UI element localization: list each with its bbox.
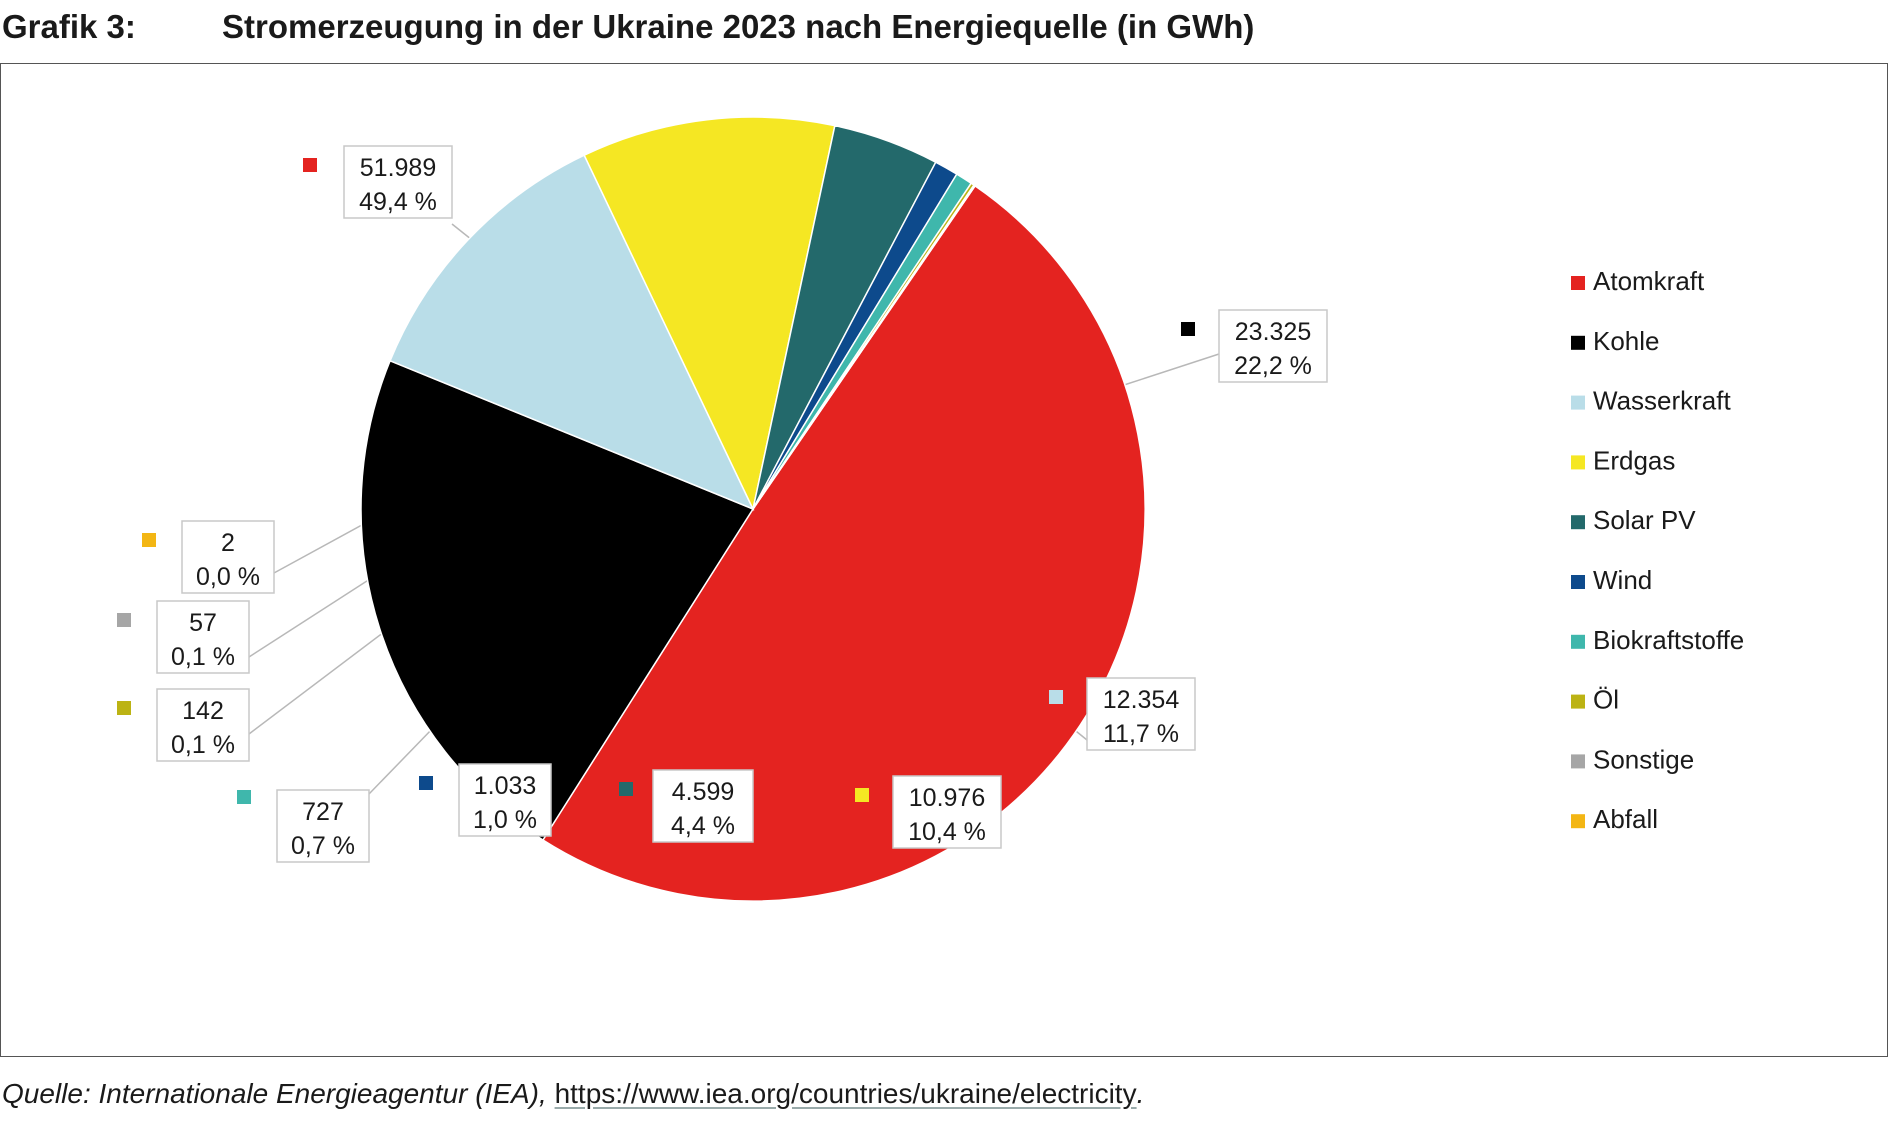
data-label-value: 57 [189, 609, 217, 637]
legend-swatch [1571, 694, 1585, 709]
data-label-percent: 0,0 % [196, 563, 260, 591]
legend-swatch [1571, 575, 1585, 589]
pie-slices [360, 116, 1146, 902]
data-label-value: 12.354 [1103, 686, 1180, 714]
data-label-value: 51.989 [360, 154, 436, 182]
figure-label: Grafik 3: [2, 8, 136, 45]
data-label-percent: 10,4 % [908, 818, 986, 846]
legend-label: Abfall [1593, 804, 1658, 834]
data-label-percent: 4,4 % [671, 812, 735, 840]
data-label-percent: 0,1 % [171, 643, 235, 671]
legend-label: Erdgas [1593, 445, 1675, 475]
data-label-marker [1181, 322, 1195, 336]
legend-swatch [1571, 634, 1585, 649]
data-labels: 51.989 49,4 % 23.325 22,2 % 12.354 11,7 % 10.9… [117, 145, 1328, 863]
data-label-value: 1.033 [474, 772, 537, 800]
data-label-box [343, 145, 453, 219]
data-label-marker [142, 533, 156, 547]
pie-slice-atomkraft [541, 184, 1146, 902]
source-link[interactable]: https://www.iea.org/countries/ukraine/el… [554, 1078, 1137, 1109]
data-label-percent: 1,0 % [473, 806, 537, 834]
legend-label: Öl [1593, 685, 1619, 715]
data-label-marker [117, 613, 131, 627]
chart-frame: 51.989 49,4 % 23.325 22,2 % 12.354 11,7 % 10.9… [0, 63, 1888, 1057]
legend: Atomkraft Kohle Wasserkraft Erdgas Solar PV W… [1571, 266, 1744, 834]
pie-slice-abfall [752, 184, 977, 510]
data-label-box [1086, 677, 1196, 751]
data-label-box [458, 763, 552, 837]
source-note: Quelle: Internationale Energieagentur (I… [2, 1078, 1144, 1110]
pie-chart: 51.989 49,4 % 23.325 22,2 % 12.354 11,7 % 10.9… [117, 116, 1744, 902]
data-label-box [892, 775, 1002, 849]
data-label-value: 4.599 [672, 778, 735, 806]
legend-swatch [1571, 754, 1585, 769]
data-label-value: 727 [302, 798, 344, 826]
data-label-marker [619, 782, 633, 796]
data-label-box [156, 688, 250, 762]
header: Grafik 3: Stromerzeugung in der Ukraine … [0, 4, 1890, 52]
data-label-percent: 11,7 % [1103, 720, 1179, 748]
data-label-marker [303, 158, 317, 172]
data-label-value: 10.976 [909, 784, 985, 812]
pie-slice-wasserkraft [389, 154, 755, 511]
data-label-percent: 22,2 % [1234, 352, 1312, 380]
data-label-value: 2 [221, 529, 235, 557]
legend-swatch [1571, 455, 1585, 470]
legend-swatch [1571, 395, 1585, 410]
data-label-marker [117, 701, 131, 715]
data-label-percent: 49,4 % [359, 188, 437, 216]
data-label-marker [1049, 690, 1063, 704]
data-label-box [1218, 309, 1328, 383]
data-label-box [156, 600, 250, 674]
source-label: Quelle: Internationale Energieagentur (I… [2, 1078, 547, 1109]
legend-label: Sonstige [1593, 744, 1694, 774]
data-label-box [181, 520, 275, 594]
data-label-box [652, 769, 754, 843]
legend-swatch [1571, 276, 1585, 290]
chart-title: Stromerzeugung in der Ukraine 2023 nach … [222, 8, 1255, 45]
source-end: . [1136, 1078, 1145, 1109]
legend-label: Atomkraft [1593, 266, 1705, 296]
legend-label: Wind [1593, 565, 1652, 595]
pie-slice-erdgas [583, 116, 836, 512]
legend-label: Solar PV [1593, 505, 1696, 535]
legend-label: Kohle [1593, 326, 1660, 356]
data-label-marker [237, 790, 251, 804]
data-label-value: 23.325 [1235, 318, 1311, 346]
data-label-marker [419, 776, 433, 790]
legend-swatch [1571, 515, 1585, 530]
data-label-box [276, 789, 370, 863]
data-label-percent: 0,7 % [291, 832, 355, 860]
data-label-marker [855, 788, 869, 802]
legend-label: Wasserkraft [1593, 386, 1731, 416]
data-label-value: 142 [182, 697, 224, 725]
data-label-percent: 0,1 % [171, 731, 235, 759]
legend-swatch [1571, 814, 1585, 829]
legend-label: Biokraftstoffe [1593, 625, 1744, 655]
legend-swatch [1571, 335, 1585, 350]
